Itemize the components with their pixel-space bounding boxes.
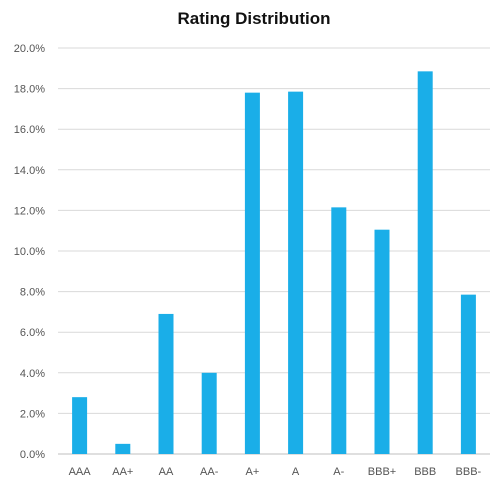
bar-aa-minus xyxy=(201,372,217,454)
x-axis-tick-labels: AAA AA+ AA AA- A+ A A- BBB+ BBB BBB- xyxy=(69,466,482,478)
y-tick-label: 6.0% xyxy=(20,327,45,339)
y-tick-label: 0.0% xyxy=(20,449,45,461)
y-tick-label: 12.0% xyxy=(14,205,45,217)
bar-bbb-minus xyxy=(460,294,476,454)
y-tick-label: 16.0% xyxy=(14,124,45,136)
y-axis-tick-labels: 0.0% 2.0% 4.0% 6.0% 8.0% 10.0% 12.0% 14.0% 16.0%… xyxy=(14,43,45,461)
x-tick-label: BBB+ xyxy=(368,466,396,478)
y-tick-label: 10.0% xyxy=(14,246,45,258)
y-tick-label: 14.0% xyxy=(14,165,45,177)
x-tick-label: AAA xyxy=(69,466,92,478)
x-tick-label: A- xyxy=(333,466,344,478)
x-tick-label: BBB xyxy=(414,466,436,478)
bars xyxy=(72,71,476,455)
bar-aaa xyxy=(72,397,88,454)
bar-aa-plus xyxy=(115,443,131,454)
bar-aa xyxy=(158,313,174,454)
x-tick-label: A xyxy=(292,466,300,478)
bar-a-minus xyxy=(331,207,347,454)
x-tick-label: BBB- xyxy=(456,466,482,478)
x-tick-label: AA+ xyxy=(112,466,133,478)
y-tick-label: 20.0% xyxy=(14,43,45,55)
bar-bbb xyxy=(417,71,433,454)
y-tick-label: 2.0% xyxy=(20,408,45,420)
bar-bbb-plus xyxy=(374,229,390,454)
x-tick-label: AA xyxy=(159,466,174,478)
y-tick-label: 18.0% xyxy=(14,84,45,96)
chart-title: Rating Distribution xyxy=(178,9,331,28)
bar-a xyxy=(288,91,304,455)
y-tick-label: 4.0% xyxy=(20,368,45,380)
bar-a-plus xyxy=(244,92,260,454)
y-tick-label: 8.0% xyxy=(20,287,45,299)
x-tick-label: A+ xyxy=(246,466,260,478)
x-tick-label: AA- xyxy=(200,466,219,478)
